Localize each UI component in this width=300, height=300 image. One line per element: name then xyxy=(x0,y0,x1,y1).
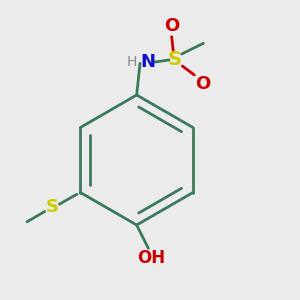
Text: O: O xyxy=(164,17,179,35)
Text: S: S xyxy=(168,50,182,70)
Text: O: O xyxy=(195,75,210,93)
Text: H: H xyxy=(127,55,137,69)
Text: N: N xyxy=(141,53,156,71)
Text: OH: OH xyxy=(138,249,166,267)
Text: S: S xyxy=(46,199,59,217)
